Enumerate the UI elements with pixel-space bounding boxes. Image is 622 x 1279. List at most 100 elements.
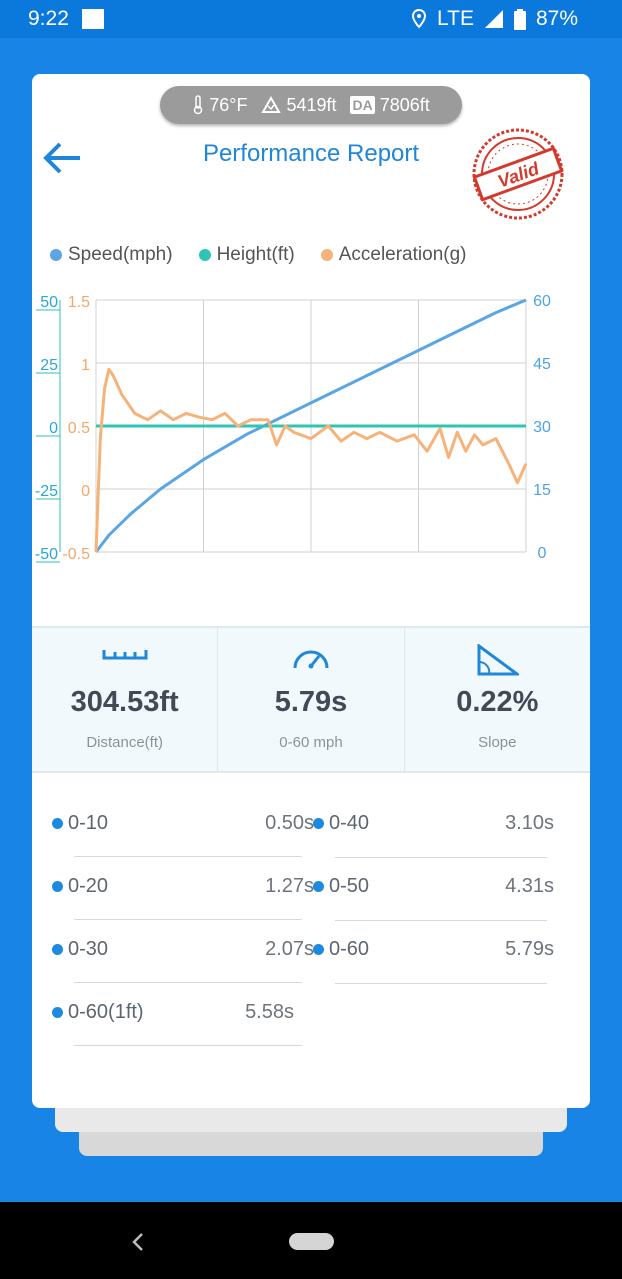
network-label: LTE [437,7,474,30]
speed-tick-label: 30 [533,419,551,436]
divider [74,982,302,983]
battery-label: 87% [535,7,578,30]
legend-speed: Speed(mph) [50,244,173,266]
performance-chart: 50 25 0 -25 -50 1.5 1 0.5 0 -0.5 60 45 30 15 0 [35,293,551,563]
divider [335,857,547,858]
stat-zero-sixty: 5.79s 0-60 mph [218,628,405,771]
accel-tick-label: 0.5 [68,420,90,437]
split-name: 0-40 [329,812,370,834]
speed-tick-label: 0 [538,545,547,562]
height-tick-label: 50 [40,294,58,311]
altitude: 5419ft [261,95,336,116]
stat-zero-sixty-label: 0-60 mph [279,734,343,751]
arrow-left-icon [43,142,80,174]
da-badge: DA [350,96,375,114]
split-row: 0-40 3.10s [313,794,554,856]
notification-icon [82,9,104,29]
series-acceleration-line [94,367,528,553]
altitude-value: 5419ft [286,94,337,115]
split-time: 1.27s [265,875,314,897]
accel-tick-label: 1 [81,357,90,374]
height-tick-label: 0 [49,420,58,437]
stat-slope-label: Slope [478,734,517,751]
back-button[interactable] [42,138,84,178]
signal-icon [484,9,504,29]
temperature-value: 76°F [209,94,248,115]
report-card: 76°F 5419ft DA 7806ft Performance Report… [32,74,590,1108]
density-altitude-value: 7806ft [379,94,430,115]
density-altitude: DA 7806ft [350,94,430,116]
stat-zero-sixty-value: 5.79s [274,686,348,718]
legend-acceleration-label: Acceleration(g) [338,244,467,265]
height-tick-label: -50 [35,546,58,563]
bullet-icon [52,818,63,829]
bullet-icon [52,881,63,892]
legend-dot-speed [50,249,62,261]
thermometer-icon [193,95,203,115]
split-name: 0-60(1ft) [68,1001,144,1023]
split-time: 2.07s [265,938,314,960]
height-tick-label: -25 [35,483,58,500]
nav-back-button[interactable] [128,1230,148,1254]
split-name: 0-10 [68,812,109,834]
split-row: 0-60 5.79s [313,920,554,982]
legend-height-label: Height(ft) [216,244,295,265]
navigation-bar [0,1202,622,1279]
split-name: 0-60 [329,938,370,960]
stat-slope-value: 0.22% [456,686,539,718]
stat-slope: 0.22% Slope [405,628,590,771]
speed-tick-label: 60 [533,293,551,310]
split-row: 0-60(1ft) 5.58s [52,983,314,1046]
accel-tick-label: 1.5 [68,294,90,311]
slope-icon [475,643,522,683]
accel-tick-label: -0.5 [62,546,90,563]
bullet-icon [313,944,324,955]
split-name: 0-30 [68,938,109,960]
bullet-icon [313,818,324,829]
ruler-icon [102,644,148,669]
legend-dot-height [198,249,211,261]
stat-distance: 304.53ft Distance(ft) [32,628,219,771]
status-right: LTE 87% [411,7,578,31]
location-icon [411,9,427,29]
split-row: 0-10 0.50s [52,794,314,857]
legend-dot-acceleration [320,249,333,261]
chart-legend: Speed(mph) Height(ft) Acceleration(g) [50,244,580,266]
stat-distance-label: Distance(ft) [86,734,163,751]
stat-distance-value: 304.53ft [70,686,179,718]
valid-stamp: Valid [468,126,568,222]
split-time: 5.79s [505,938,554,960]
split-row: 0-30 2.07s [52,920,314,983]
accel-tick-label: 0 [81,483,90,500]
divider [74,919,302,920]
divider [74,1045,302,1046]
legend-speed-label: Speed(mph) [68,244,173,265]
split-time: 5.58s [245,1001,294,1023]
bullet-icon [52,944,63,955]
bullet-icon [313,881,324,892]
status-bar: 9:22 LTE 87% [0,0,622,38]
legend-acceleration: Acceleration(g) [320,244,467,266]
height-tick-label: 25 [40,357,58,374]
divider [335,920,547,921]
split-row: 0-50 4.31s [313,857,554,919]
split-name: 0-50 [329,875,370,897]
speed-tick-label: 45 [533,356,551,373]
battery-icon [513,8,526,30]
home-button[interactable] [289,1233,334,1250]
split-time: 3.10s [505,812,554,834]
divider [74,856,302,857]
split-name: 0-20 [68,875,109,897]
conditions-pill: 76°F 5419ft DA 7806ft [160,86,462,124]
split-time: 4.31s [505,875,554,897]
speedometer-icon [291,644,331,677]
speed-tick-label: 15 [533,482,551,499]
temperature: 76°F [192,95,247,116]
legend-height: Height(ft) [198,244,295,266]
status-time: 9:22 [28,7,69,30]
page-title: Performance Report [202,140,420,167]
chevron-left-icon [132,1233,143,1251]
series-speed-line [94,298,527,553]
mountain-icon [261,96,282,113]
bullet-icon [52,1007,63,1018]
